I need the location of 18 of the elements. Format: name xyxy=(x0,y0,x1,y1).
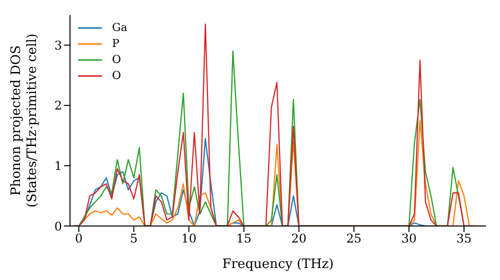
legend-label: P xyxy=(112,36,120,52)
legend-label: O xyxy=(112,52,122,68)
y-tick-label: 0 xyxy=(54,219,62,234)
x-tick-label: 25 xyxy=(346,232,362,246)
x-tick-label: 10 xyxy=(181,232,196,246)
x-tick-label: 20 xyxy=(291,232,307,246)
y-axis-title: Phonon projected DOS (States/THz·primitive cell) xyxy=(9,33,40,208)
legend-label: O xyxy=(112,68,122,84)
x-tick-label: 5 xyxy=(130,232,138,246)
x-tick-label: 0 xyxy=(74,232,83,246)
x-axis-title: Frequency (THz) xyxy=(222,257,334,272)
y-tick-label: 1 xyxy=(54,158,62,173)
legend-label: Ga xyxy=(112,20,128,36)
y-tick-label: 3 xyxy=(54,38,62,52)
x-tick-label: 35 xyxy=(456,232,472,246)
x-tick-label: 30 xyxy=(401,232,417,246)
x-tick-label: 15 xyxy=(236,232,252,246)
y-tick-label: 2 xyxy=(54,98,62,113)
